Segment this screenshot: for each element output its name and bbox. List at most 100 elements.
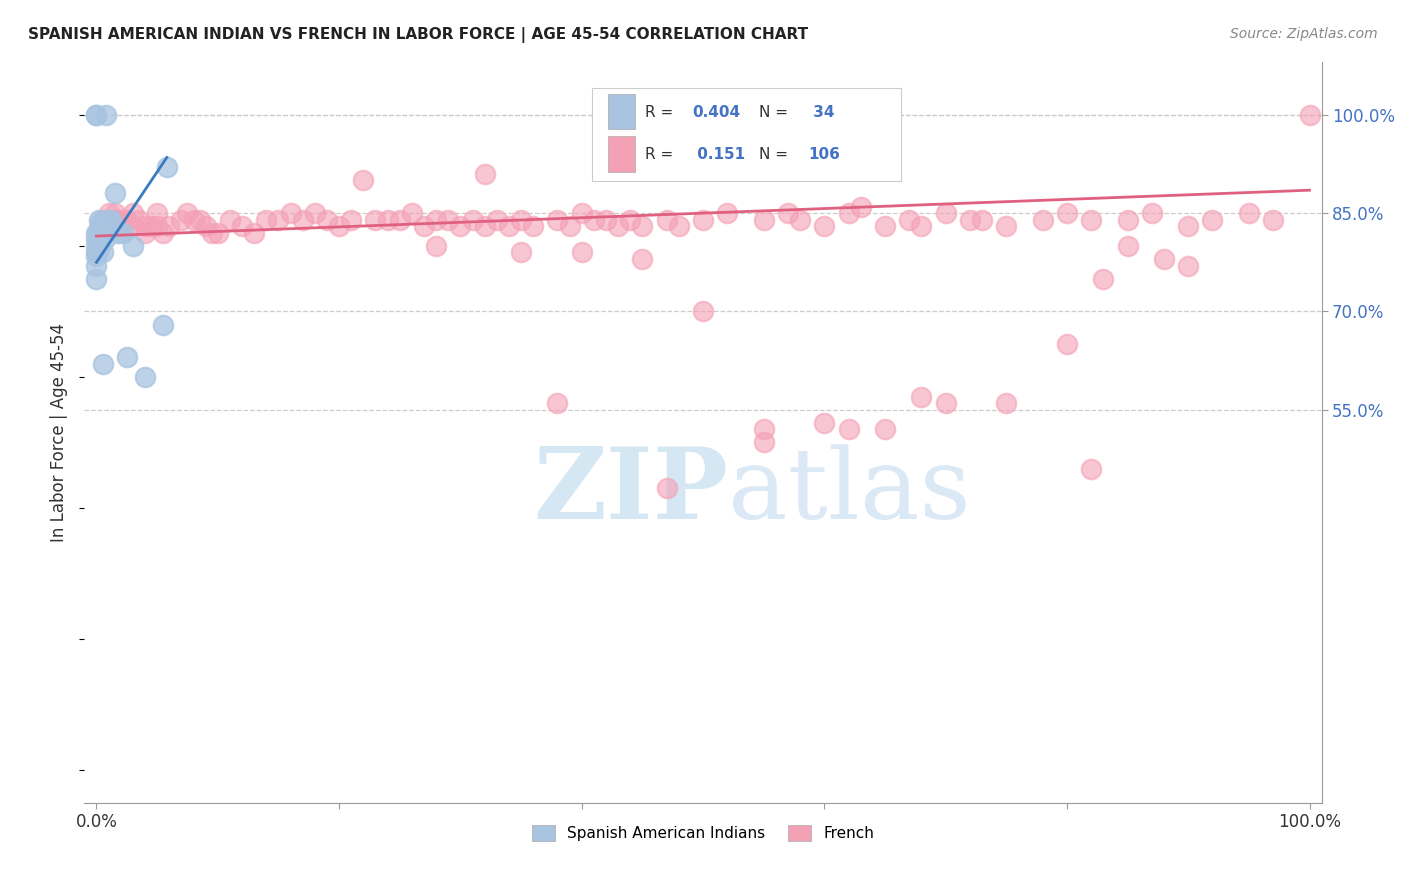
Point — [115, 351, 138, 365]
FancyBboxPatch shape — [607, 94, 636, 129]
Text: 106: 106 — [808, 147, 839, 162]
Point — [176, 206, 198, 220]
Point — [1153, 252, 1175, 266]
Point — [86, 226, 108, 240]
Point — [995, 396, 1018, 410]
Point — [134, 370, 156, 384]
Point — [100, 212, 122, 227]
Point — [1032, 212, 1054, 227]
Point — [485, 212, 508, 227]
Point — [898, 212, 921, 227]
Point — [631, 219, 654, 234]
Point — [122, 219, 145, 234]
Point — [110, 212, 132, 227]
Text: 0.151: 0.151 — [692, 147, 745, 162]
Point — [849, 200, 872, 214]
Point — [134, 226, 156, 240]
Point — [582, 212, 605, 227]
Point — [838, 206, 860, 220]
Point — [194, 219, 217, 234]
Point — [352, 173, 374, 187]
Point — [1080, 212, 1102, 227]
Point — [377, 212, 399, 227]
Point — [115, 212, 138, 227]
Point — [838, 422, 860, 436]
Point — [328, 219, 350, 234]
Point — [280, 206, 302, 220]
Point — [1056, 206, 1078, 220]
Text: SPANISH AMERICAN INDIAN VS FRENCH IN LABOR FORCE | AGE 45-54 CORRELATION CHART: SPANISH AMERICAN INDIAN VS FRENCH IN LAB… — [28, 27, 808, 43]
Point — [716, 206, 738, 220]
Point — [752, 422, 775, 436]
Point — [201, 226, 224, 240]
Point — [1237, 206, 1260, 220]
Point — [401, 206, 423, 220]
Point — [97, 212, 120, 227]
Point — [243, 226, 266, 240]
Point — [546, 212, 568, 227]
FancyBboxPatch shape — [592, 88, 901, 181]
Point — [1177, 259, 1199, 273]
Point — [86, 239, 108, 253]
Point — [139, 219, 162, 234]
Text: atlas: atlas — [728, 444, 970, 540]
Point — [595, 212, 617, 227]
Point — [134, 219, 156, 234]
Point — [1201, 212, 1223, 227]
Point — [1261, 212, 1284, 227]
Point — [157, 219, 180, 234]
Point — [152, 226, 174, 240]
Point — [91, 212, 114, 227]
Text: R =: R = — [645, 104, 678, 120]
Point — [112, 226, 135, 240]
Text: Source: ZipAtlas.com: Source: ZipAtlas.com — [1230, 27, 1378, 41]
Point — [170, 212, 193, 227]
Point — [571, 245, 593, 260]
Point — [87, 212, 110, 227]
Text: R =: R = — [645, 147, 678, 162]
Point — [692, 304, 714, 318]
Point — [607, 219, 630, 234]
Point — [87, 239, 110, 253]
Point — [97, 206, 120, 220]
Point — [86, 271, 108, 285]
Legend: Spanish American Indians, French: Spanish American Indians, French — [526, 819, 880, 847]
Point — [1116, 239, 1139, 253]
Point — [86, 245, 108, 260]
Point — [219, 212, 242, 227]
Point — [86, 245, 108, 260]
Point — [873, 422, 896, 436]
Point — [340, 212, 363, 227]
Point — [437, 212, 460, 227]
Point — [546, 396, 568, 410]
Point — [1140, 206, 1163, 220]
Point — [425, 239, 447, 253]
Point — [96, 219, 118, 234]
Point — [413, 219, 436, 234]
Text: N =: N = — [759, 104, 793, 120]
Point — [449, 219, 471, 234]
Point — [935, 206, 957, 220]
Point — [90, 219, 112, 234]
Point — [104, 212, 127, 227]
Point — [86, 259, 108, 273]
Point — [128, 212, 150, 227]
FancyBboxPatch shape — [607, 136, 636, 172]
Point — [89, 239, 111, 253]
Point — [107, 226, 129, 240]
Point — [86, 232, 108, 246]
Point — [86, 108, 108, 122]
Point — [291, 212, 314, 227]
Text: 34: 34 — [808, 104, 835, 120]
Point — [995, 219, 1018, 234]
Point — [752, 435, 775, 450]
Point — [1056, 337, 1078, 351]
Point — [655, 481, 678, 495]
Point — [692, 212, 714, 227]
Point — [498, 219, 520, 234]
Point — [959, 212, 981, 227]
Point — [776, 206, 799, 220]
Point — [571, 206, 593, 220]
Point — [86, 239, 108, 253]
Point — [510, 245, 533, 260]
